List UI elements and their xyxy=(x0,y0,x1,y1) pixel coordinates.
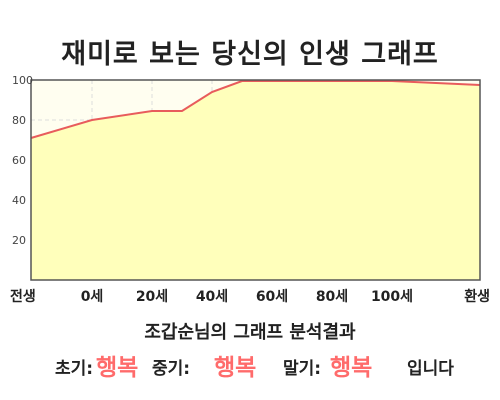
page-title: 재미로 보는 당신의 인생 그래프 xyxy=(61,39,439,70)
x-tick-label: 40세 xyxy=(196,289,228,305)
analysis-heading: 조갑순님의 그래프 분석결과 xyxy=(144,322,356,343)
y-tick-label: 100 xyxy=(12,74,33,87)
x-tick-label: 60세 xyxy=(256,289,288,305)
x-tick-label: 0세 xyxy=(81,289,104,305)
x-tick-label: 환생 xyxy=(464,288,490,305)
y-tick-label: 60 xyxy=(12,154,26,167)
area-fill xyxy=(31,81,480,280)
series-line xyxy=(30,80,481,139)
middle-label: 중기: xyxy=(152,359,191,379)
late-label: 말기: xyxy=(283,359,322,379)
x-tick-label: 80세 xyxy=(316,289,348,305)
y-tick-label: 80 xyxy=(12,114,26,127)
plot-border xyxy=(30,79,481,281)
y-tick-label: 20 xyxy=(12,234,26,247)
x-tick-label: 20세 xyxy=(136,289,168,305)
early-value: 행복 xyxy=(96,355,139,381)
ending-text: 입니다 xyxy=(407,359,454,379)
x-tick-label: 전생 xyxy=(10,288,36,305)
analysis-summary: 초기: 행복 중기: 행복 말기: 행복 입니다 xyxy=(0,345,500,381)
middle-value: 행복 xyxy=(214,355,257,381)
life-graph-chart: 20 40 60 80 100 전생 0세 20세 40세 60세 80세 100세 환생 xyxy=(10,74,490,305)
x-tick-label: 100세 xyxy=(371,289,413,305)
y-tick-label: 40 xyxy=(12,194,26,207)
early-label: 초기: xyxy=(55,359,94,379)
late-value: 행복 xyxy=(330,355,373,381)
